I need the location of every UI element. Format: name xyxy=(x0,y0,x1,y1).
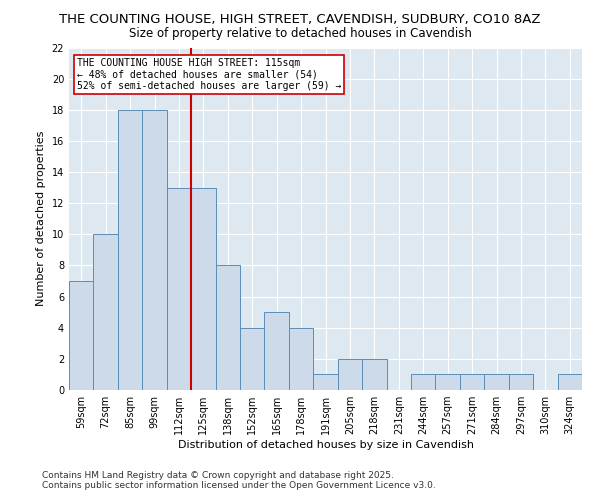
Bar xyxy=(460,374,484,390)
Text: THE COUNTING HOUSE, HIGH STREET, CAVENDISH, SUDBURY, CO10 8AZ: THE COUNTING HOUSE, HIGH STREET, CAVENDI… xyxy=(59,12,541,26)
Bar xyxy=(94,234,118,390)
Text: THE COUNTING HOUSE HIGH STREET: 115sqm
← 48% of detached houses are smaller (54): THE COUNTING HOUSE HIGH STREET: 115sqm ←… xyxy=(77,58,341,91)
Bar xyxy=(240,328,265,390)
Bar xyxy=(484,374,509,390)
Bar xyxy=(509,374,533,390)
Bar xyxy=(118,110,142,390)
Bar xyxy=(289,328,313,390)
Bar xyxy=(215,266,240,390)
Bar xyxy=(265,312,289,390)
Bar xyxy=(557,374,582,390)
Y-axis label: Number of detached properties: Number of detached properties xyxy=(36,131,46,306)
Bar xyxy=(411,374,436,390)
X-axis label: Distribution of detached houses by size in Cavendish: Distribution of detached houses by size … xyxy=(178,440,473,450)
Bar xyxy=(69,281,94,390)
Bar xyxy=(313,374,338,390)
Bar xyxy=(362,359,386,390)
Bar xyxy=(142,110,167,390)
Bar xyxy=(338,359,362,390)
Text: Size of property relative to detached houses in Cavendish: Size of property relative to detached ho… xyxy=(128,28,472,40)
Bar xyxy=(436,374,460,390)
Bar xyxy=(167,188,191,390)
Bar xyxy=(191,188,215,390)
Text: Contains HM Land Registry data © Crown copyright and database right 2025.
Contai: Contains HM Land Registry data © Crown c… xyxy=(42,470,436,490)
